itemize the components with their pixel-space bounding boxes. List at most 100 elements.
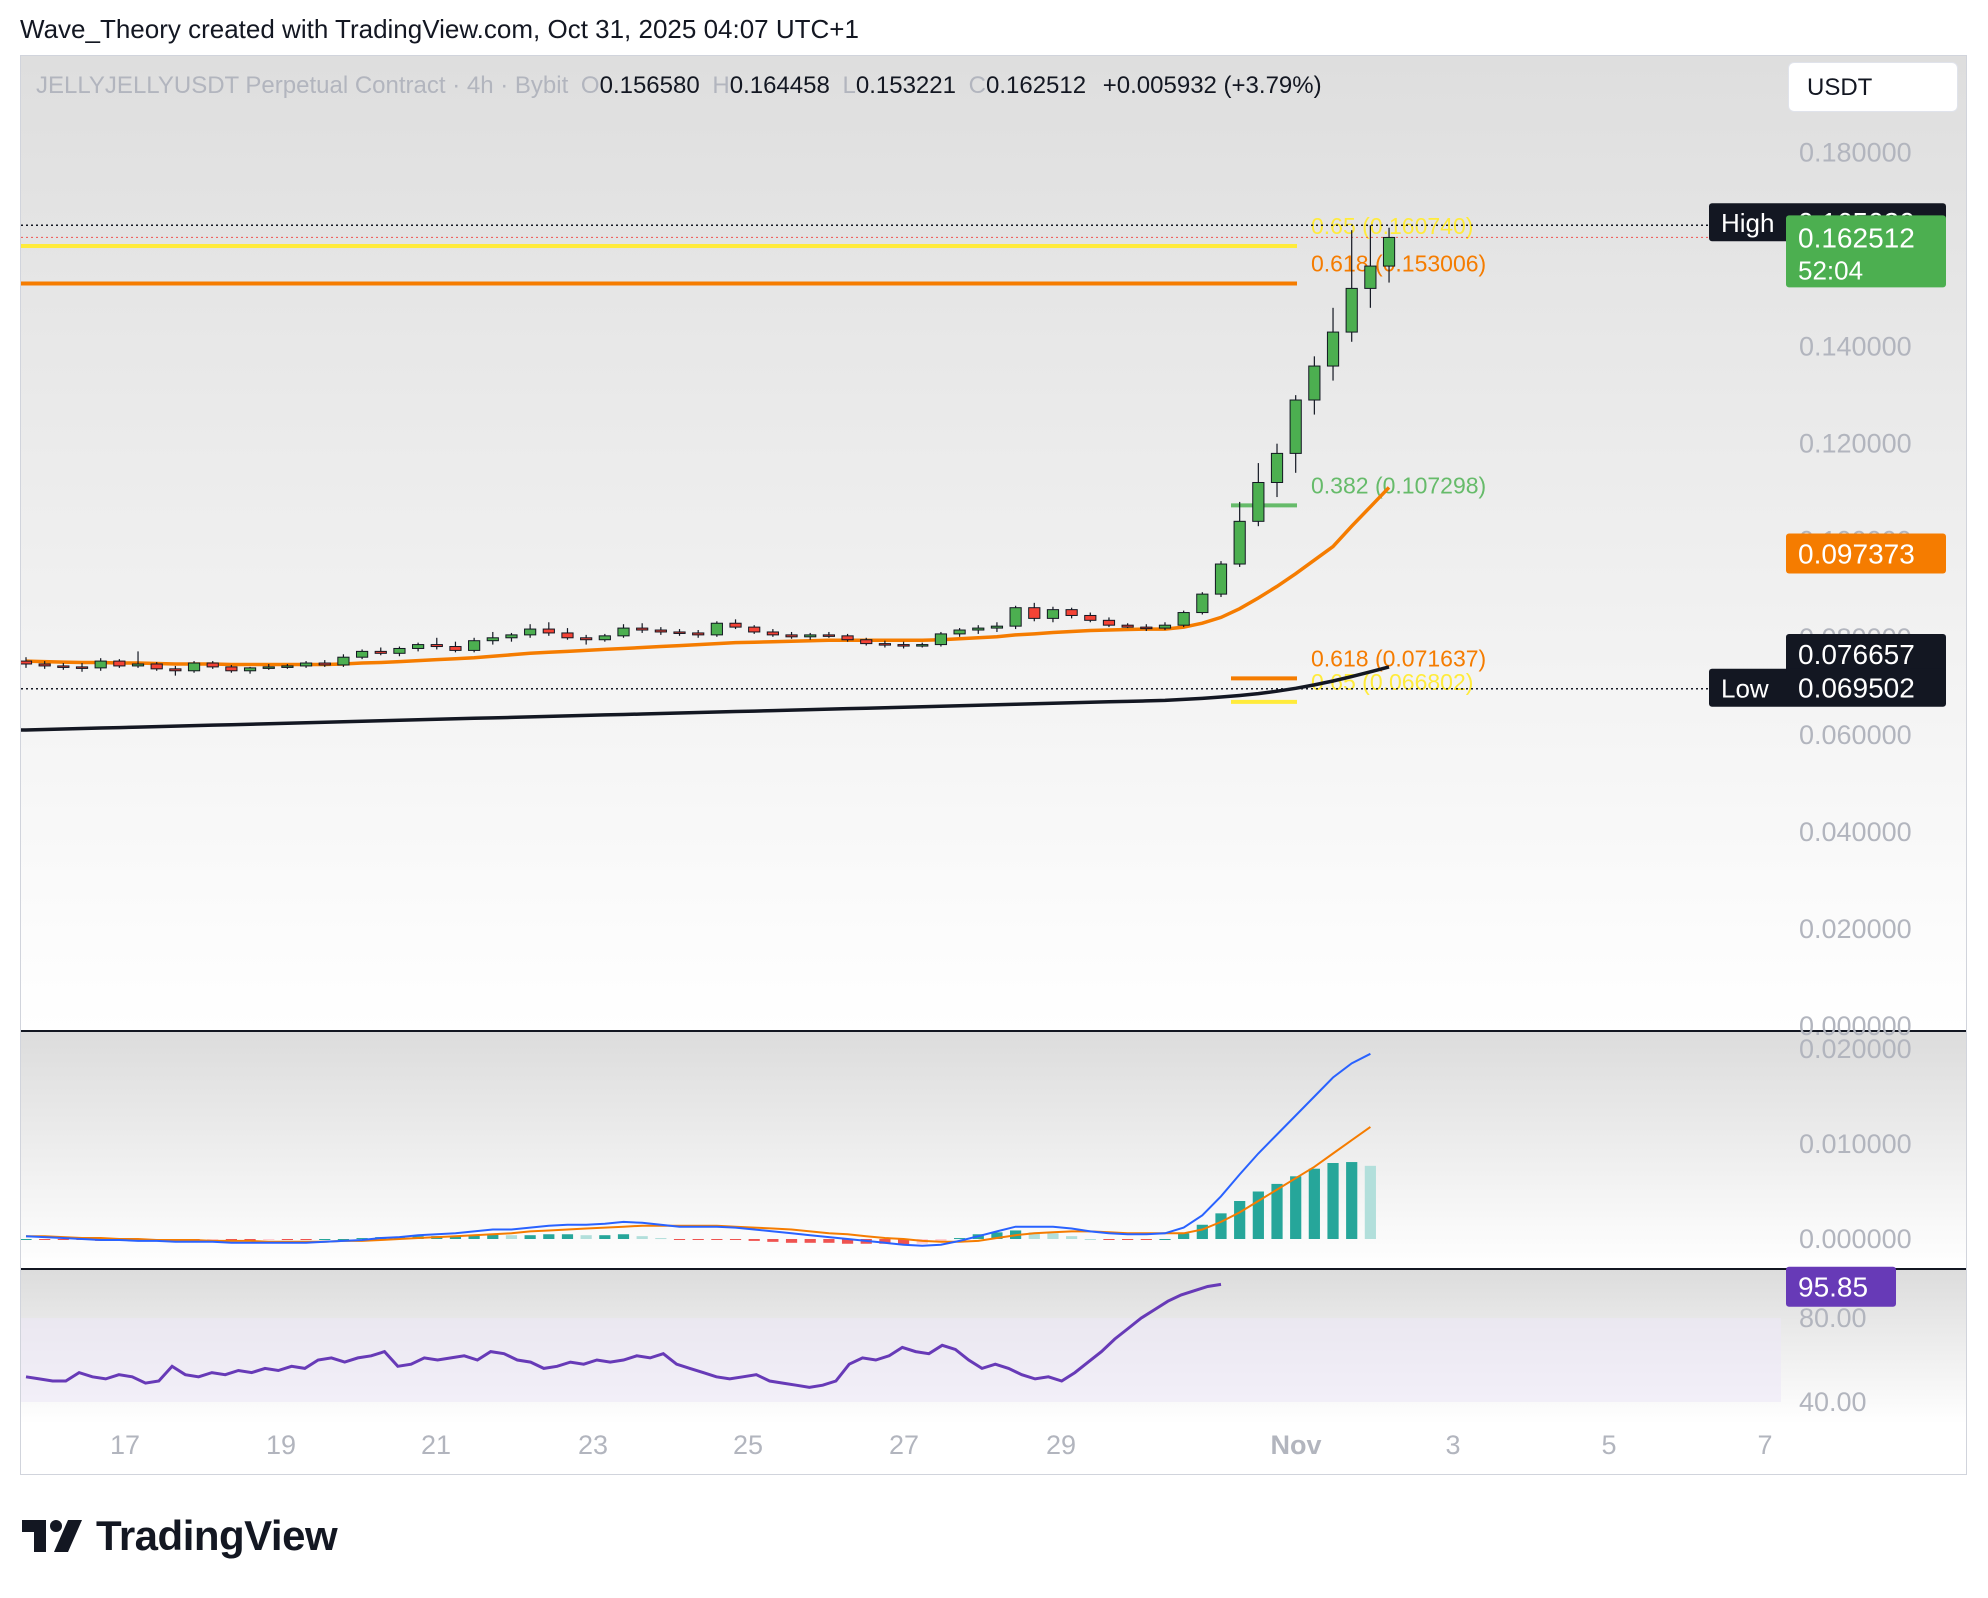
candle-body[interactable] xyxy=(430,644,443,648)
chart-canvas[interactable]: 0.65 (0.160740) 0.618 (0.153006) 0.382 (0.… xyxy=(21,56,1966,1474)
macd-histogram-bar xyxy=(561,1234,574,1239)
ema-slow-price-label-box xyxy=(1786,634,1946,675)
candle-body[interactable] xyxy=(729,622,742,628)
candle-body[interactable] xyxy=(262,666,275,669)
candle-body[interactable] xyxy=(1289,399,1302,454)
candle-body[interactable] xyxy=(131,663,145,667)
candle-body[interactable] xyxy=(299,662,313,667)
macd-histogram-bar xyxy=(1066,1236,1078,1239)
candle-body[interactable] xyxy=(75,666,89,669)
candle-body[interactable] xyxy=(21,660,33,665)
candle-body[interactable] xyxy=(1196,593,1209,614)
ema-fast-line[interactable] xyxy=(25,486,1391,667)
candle-body[interactable] xyxy=(225,666,238,672)
candle-body[interactable] xyxy=(318,662,331,666)
candle-body[interactable] xyxy=(766,631,779,636)
candle-body[interactable] xyxy=(673,631,686,634)
candle-body[interactable] xyxy=(206,662,219,668)
candle-body[interactable] xyxy=(934,633,948,646)
macd-pane[interactable] xyxy=(21,1052,1376,1247)
candle-body[interactable] xyxy=(38,663,51,667)
candle-body[interactable] xyxy=(972,627,985,631)
candle-body[interactable] xyxy=(1009,607,1022,627)
candle-body[interactable] xyxy=(822,634,835,637)
macd-pane-background xyxy=(21,1031,1966,1269)
candle-body[interactable] xyxy=(412,644,425,649)
candle-body[interactable] xyxy=(654,629,667,633)
candle-body[interactable] xyxy=(337,656,350,666)
last-price-box xyxy=(1786,215,1946,288)
candle-body[interactable] xyxy=(617,627,630,637)
candle-body[interactable] xyxy=(860,639,873,645)
candle-body[interactable] xyxy=(1364,265,1377,289)
candle-body[interactable] xyxy=(1084,614,1097,621)
candle-body[interactable] xyxy=(710,622,723,636)
tradingview-logo[interactable]: TradingView xyxy=(22,1512,338,1560)
candle-body[interactable] xyxy=(1046,609,1060,619)
candle-body[interactable] xyxy=(878,643,892,646)
macd-histogram-bar xyxy=(1122,1239,1134,1240)
candle-body[interactable] xyxy=(355,650,369,658)
candle-body[interactable] xyxy=(804,634,817,638)
candle-body[interactable] xyxy=(486,637,499,642)
macd-line[interactable] xyxy=(25,1052,1371,1247)
candle-body[interactable] xyxy=(1308,365,1321,401)
rsi-pane[interactable] xyxy=(21,1282,1781,1402)
candle-body[interactable] xyxy=(1102,619,1116,626)
candle-body[interactable] xyxy=(636,627,649,631)
time-tick-label: 29 xyxy=(1046,1430,1076,1460)
currency-selector[interactable]: USDT xyxy=(1788,62,1958,112)
candle-body[interactable] xyxy=(916,644,929,647)
candle-body[interactable] xyxy=(281,665,294,668)
candle-body[interactable] xyxy=(953,629,966,635)
macd-histogram-bar xyxy=(804,1239,816,1243)
candle-body[interactable] xyxy=(1345,287,1358,333)
candle-body[interactable] xyxy=(1140,626,1153,630)
candle-body[interactable] xyxy=(1270,452,1284,484)
price-tick-label: 0.000000 xyxy=(1799,1011,1912,1041)
candle-body[interactable] xyxy=(169,668,182,672)
price-pane[interactable]: 0.65 (0.160740) 0.618 (0.153006) 0.382 (0.… xyxy=(21,213,1781,732)
chart-frame[interactable]: 0.65 (0.160740) 0.618 (0.153006) 0.382 (0.… xyxy=(20,55,1967,1475)
candle-body[interactable] xyxy=(1158,624,1172,629)
candle-body[interactable] xyxy=(113,660,126,667)
candle-body[interactable] xyxy=(243,667,257,672)
rsi-band xyxy=(21,1318,1781,1402)
candle-body[interactable] xyxy=(561,632,574,639)
symbol-title: JELLYJELLYUSDT Perpetual Contract · 4h ·… xyxy=(36,72,569,99)
candle-body[interactable] xyxy=(1177,612,1190,626)
candle-body[interactable] xyxy=(187,662,201,672)
ema-slow-line[interactable] xyxy=(21,665,1390,732)
candle-body[interactable] xyxy=(841,635,854,641)
candle-body[interactable] xyxy=(1326,331,1340,367)
candle-body[interactable] xyxy=(1028,607,1041,619)
candle-body[interactable] xyxy=(150,663,163,670)
price-scale[interactable]: 0.0000000.0200000.0400000.0600000.080000… xyxy=(1709,138,1946,1417)
rsi-line[interactable] xyxy=(25,1282,1222,1389)
low-price-label: 0.069502 xyxy=(1798,673,1915,704)
candle-body[interactable] xyxy=(505,634,518,639)
low-tag-box xyxy=(1709,668,1791,707)
candle-body[interactable] xyxy=(897,644,910,647)
candle-body[interactable] xyxy=(94,660,107,669)
time-axis[interactable]: 17 19 21 23 25 27 29 Nov 3 5 7 xyxy=(110,1430,1773,1460)
candle-body[interactable] xyxy=(990,625,1004,629)
candle-body[interactable] xyxy=(1252,482,1265,522)
candle-body[interactable] xyxy=(1382,236,1396,267)
candle-body[interactable] xyxy=(692,632,705,636)
candle-body[interactable] xyxy=(748,626,761,633)
candle-body[interactable] xyxy=(1121,624,1134,628)
candle-body[interactable] xyxy=(449,646,462,651)
candle-body[interactable] xyxy=(1233,520,1246,565)
candle-body[interactable] xyxy=(598,635,611,641)
candle-body[interactable] xyxy=(1214,563,1228,595)
candle-body[interactable] xyxy=(580,637,593,641)
candle-body[interactable] xyxy=(1065,609,1078,616)
candle-body[interactable] xyxy=(374,650,387,654)
candle-body[interactable] xyxy=(468,640,481,651)
candle-body[interactable] xyxy=(524,628,537,636)
candle-body[interactable] xyxy=(542,628,555,634)
candle-body[interactable] xyxy=(393,647,406,654)
candle-body[interactable] xyxy=(57,665,70,668)
candle-body[interactable] xyxy=(785,634,798,638)
